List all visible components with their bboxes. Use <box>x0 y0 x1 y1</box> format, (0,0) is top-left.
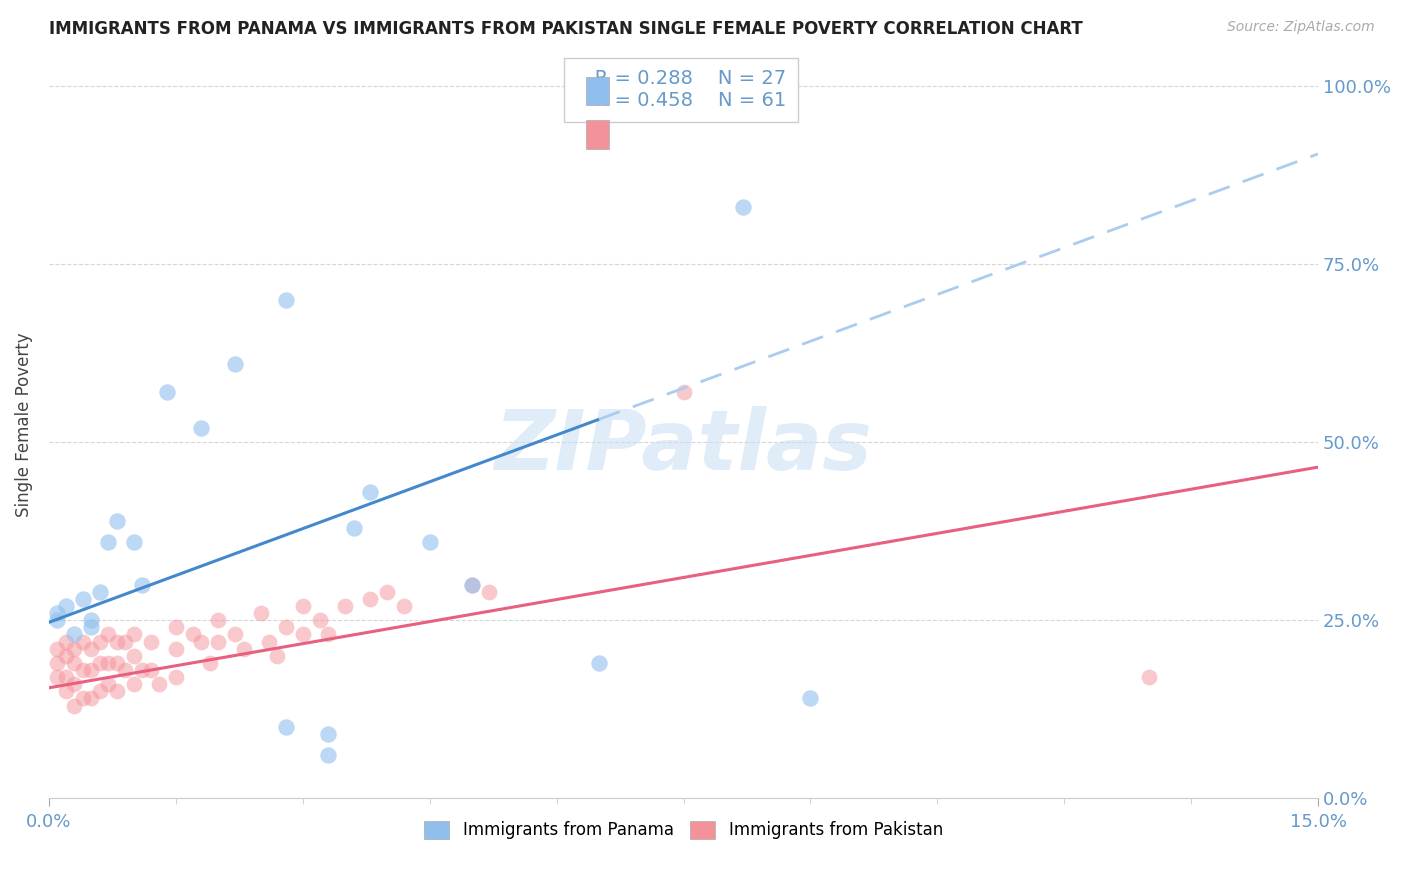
Text: IMMIGRANTS FROM PANAMA VS IMMIGRANTS FROM PAKISTAN SINGLE FEMALE POVERTY CORRELA: IMMIGRANTS FROM PANAMA VS IMMIGRANTS FRO… <box>49 20 1083 37</box>
Point <box>419 534 441 549</box>
Point <box>80 663 103 677</box>
Point <box>181 627 204 641</box>
Point <box>291 599 314 613</box>
Text: ZIPatlas: ZIPatlas <box>495 407 873 487</box>
Point <box>360 485 382 500</box>
Point <box>72 591 94 606</box>
Point <box>131 577 153 591</box>
Text: Source: ZipAtlas.com: Source: ZipAtlas.com <box>1227 20 1375 34</box>
Point <box>63 677 86 691</box>
Point <box>55 648 77 663</box>
Point <box>274 293 297 307</box>
Point <box>63 641 86 656</box>
Point <box>72 663 94 677</box>
Point <box>190 421 212 435</box>
Point <box>308 613 330 627</box>
Point <box>249 606 271 620</box>
Point <box>232 641 254 656</box>
Point <box>198 656 221 670</box>
Point <box>156 385 179 400</box>
Point <box>190 634 212 648</box>
Point <box>131 663 153 677</box>
Point <box>461 577 484 591</box>
Point <box>89 634 111 648</box>
Point <box>165 641 187 656</box>
Point <box>377 584 399 599</box>
Point <box>89 656 111 670</box>
Point <box>105 514 128 528</box>
Point <box>55 634 77 648</box>
Point <box>1137 670 1160 684</box>
Point <box>207 613 229 627</box>
Y-axis label: Single Female Poverty: Single Female Poverty <box>15 332 32 516</box>
Point <box>139 663 162 677</box>
Point <box>122 627 145 641</box>
Point <box>316 727 339 741</box>
Point <box>97 656 120 670</box>
Point <box>342 521 364 535</box>
Point <box>89 684 111 698</box>
Point <box>316 748 339 763</box>
Point <box>97 677 120 691</box>
Point <box>80 613 103 627</box>
Point <box>72 634 94 648</box>
Point <box>46 641 69 656</box>
Point <box>46 656 69 670</box>
Point <box>46 670 69 684</box>
Point <box>63 627 86 641</box>
Point <box>207 634 229 648</box>
Point <box>257 634 280 648</box>
Point <box>122 534 145 549</box>
Point <box>97 534 120 549</box>
Point <box>114 634 136 648</box>
Point <box>274 620 297 634</box>
Point <box>333 599 356 613</box>
Point <box>291 627 314 641</box>
Point <box>46 606 69 620</box>
Point <box>97 627 120 641</box>
Point <box>394 599 416 613</box>
Point <box>55 684 77 698</box>
Point <box>80 620 103 634</box>
Point <box>55 670 77 684</box>
Point <box>105 684 128 698</box>
FancyBboxPatch shape <box>586 77 609 105</box>
Point <box>80 691 103 706</box>
Point <box>105 634 128 648</box>
Point <box>80 641 103 656</box>
Point <box>105 656 128 670</box>
Point <box>63 656 86 670</box>
Point <box>114 663 136 677</box>
Legend: Immigrants from Panama, Immigrants from Pakistan: Immigrants from Panama, Immigrants from … <box>418 814 949 846</box>
Point <box>697 94 720 108</box>
Text: R = 0.288    N = 27
   R = 0.458    N = 61: R = 0.288 N = 27 R = 0.458 N = 61 <box>575 70 786 111</box>
Point <box>316 627 339 641</box>
Point <box>165 620 187 634</box>
FancyBboxPatch shape <box>586 120 609 149</box>
Point <box>139 634 162 648</box>
Point <box>46 613 69 627</box>
Point <box>360 591 382 606</box>
Point <box>63 698 86 713</box>
Point <box>274 720 297 734</box>
Point <box>731 200 754 214</box>
Point <box>148 677 170 691</box>
Point <box>224 357 246 371</box>
Point <box>461 577 484 591</box>
Point <box>478 584 501 599</box>
Point <box>266 648 288 663</box>
Point <box>799 691 821 706</box>
Point <box>588 656 610 670</box>
Point <box>122 677 145 691</box>
Point <box>122 648 145 663</box>
Point <box>224 627 246 641</box>
Point <box>89 584 111 599</box>
Point <box>165 670 187 684</box>
Point <box>72 691 94 706</box>
Point <box>672 385 695 400</box>
Point <box>55 599 77 613</box>
